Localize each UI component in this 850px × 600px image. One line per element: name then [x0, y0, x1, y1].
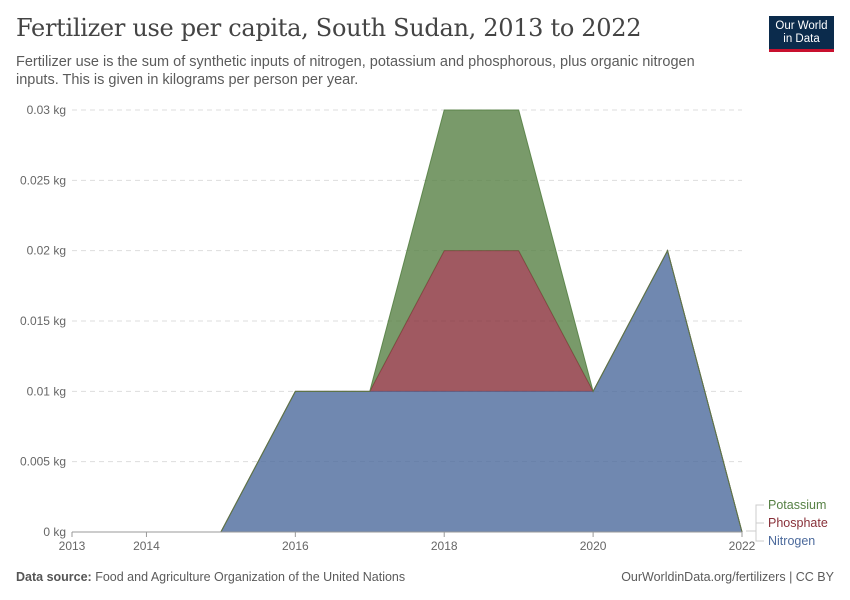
area-nitrogen[interactable] [72, 250, 742, 532]
x-tick-label: 2013 [59, 539, 86, 553]
chart-subtitle: Fertilizer use is the sum of synthetic i… [16, 54, 695, 88]
y-tick-label: 0.015 kg [20, 314, 66, 328]
y-tick-label: 0.01 kg [27, 384, 66, 398]
legend-item-phosphate[interactable]: Phosphate [768, 516, 828, 530]
y-tick-label: 0.005 kg [20, 455, 66, 469]
legend-connector [746, 504, 764, 532]
legend-item-potassium[interactable]: Potassium [768, 498, 826, 512]
owid-logo[interactable]: Our World in Data [769, 16, 834, 52]
data-source-text: Food and Agriculture Organization of the… [95, 570, 406, 584]
y-tick-label: 0 kg [43, 525, 66, 539]
axes: 0 kg 0.005 kg 0.01 kg 0.015 kg 0.02 kg 0.025 … [20, 103, 756, 553]
legend-connector [746, 522, 764, 532]
area-phosphate[interactable] [72, 250, 742, 532]
y-tick-label: 0.03 kg [27, 103, 66, 117]
x-tick-label: 2016 [282, 539, 309, 553]
footer-link[interactable]: OurWorldinData.org/fertilizers | CC BY [621, 570, 834, 584]
legend: Potassium Phosphate Nitrogen [746, 498, 828, 548]
data-source: Data source: Food and Agriculture Organi… [16, 570, 405, 584]
x-tick-label: 2014 [133, 539, 160, 553]
x-tick-label: 2018 [431, 539, 458, 553]
y-tick-label: 0.02 kg [27, 244, 66, 258]
legend-item-nitrogen[interactable]: Nitrogen [768, 534, 815, 548]
logo-line-1: Our World [775, 20, 828, 32]
x-tick-label: 2020 [580, 539, 607, 553]
chart-title: Fertilizer use per capita, South Sudan, … [16, 14, 642, 42]
data-source-label: Data source: [16, 570, 92, 584]
legend-connector [746, 530, 764, 542]
y-tick-label: 0.025 kg [20, 173, 66, 187]
area-potassium[interactable] [72, 110, 742, 532]
logo-line-2: in Data [783, 33, 820, 45]
x-tick-label: 2022 [729, 539, 756, 553]
